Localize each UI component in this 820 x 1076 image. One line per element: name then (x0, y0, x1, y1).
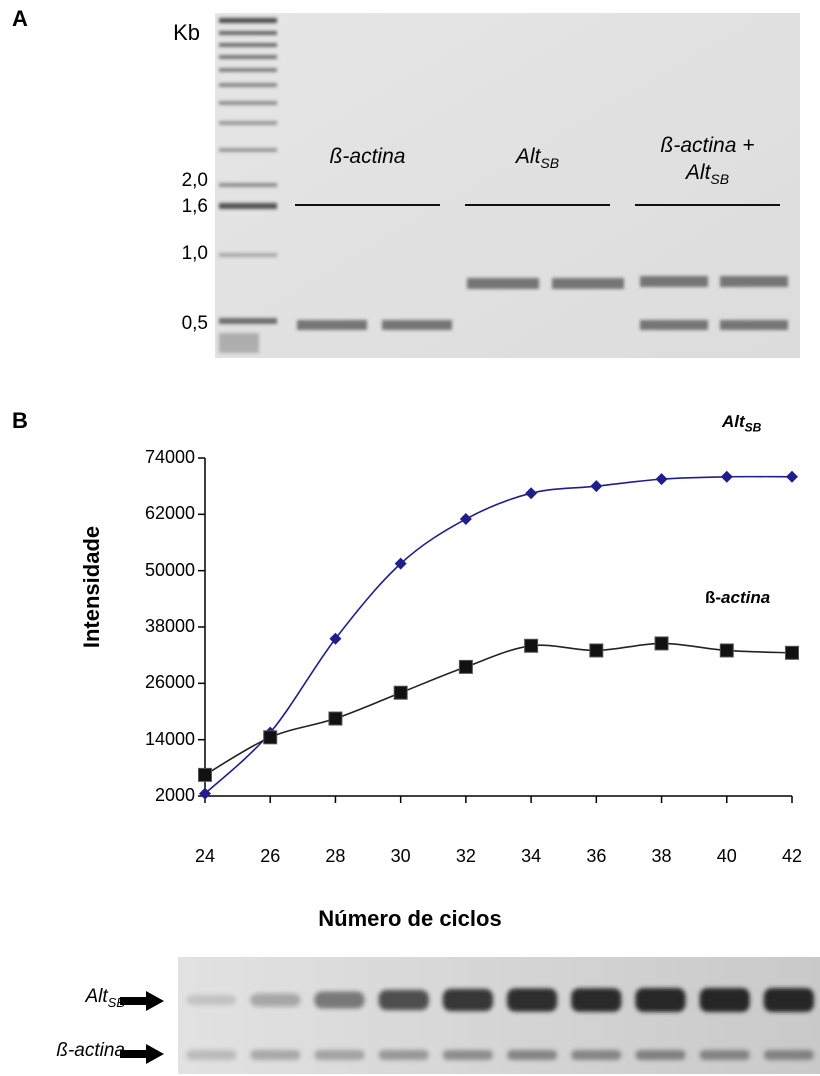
lane-label-actina: ß-actina (329, 145, 406, 168)
gel-band-actina (250, 1050, 301, 1060)
gel-band-actina (314, 1050, 365, 1060)
gel-band-alt (571, 988, 622, 1012)
data-point-alt (329, 632, 342, 645)
gel-band-alt (763, 988, 814, 1012)
series-line-alt (204, 475, 793, 795)
data-point-actina (654, 636, 669, 651)
y-tick-label: 62000 (144, 503, 195, 524)
y-tick-label: 2000 (154, 785, 195, 805)
gel-band-alt (186, 994, 237, 1006)
y-tick-label: 14000 (144, 728, 195, 749)
panel-b-label: B (12, 408, 28, 433)
gel-panel-b (178, 957, 820, 1074)
y-tick-label: 26000 (144, 672, 195, 693)
gel-band-actina (571, 1050, 622, 1060)
arrow-right-icon (120, 991, 164, 1011)
y-tick-label: 74000 (144, 447, 195, 467)
x-axis-title: Número de ciclos (318, 906, 502, 931)
x-tick-label: 30 (390, 846, 411, 866)
x-tick-label: 26 (260, 846, 281, 866)
data-point-alt (655, 473, 668, 486)
marker-0-5: 0,5 (181, 313, 208, 334)
lane-label-alt: AltSB (515, 145, 560, 172)
data-point-alt (720, 470, 733, 483)
data-point-alt (590, 480, 603, 493)
panel-a-label: A (12, 6, 28, 31)
gel-band-actina (635, 1050, 686, 1060)
gel-band-actina (186, 1050, 237, 1060)
lane-underline-3 (635, 204, 780, 206)
gel-label-actina: ß-actina (56, 1040, 125, 1061)
data-point-actina (719, 643, 734, 658)
data-point-alt (459, 513, 472, 526)
data-point-actina (589, 643, 604, 658)
x-tick-label: 42 (781, 846, 803, 866)
unit-kb: Kb (173, 20, 200, 45)
data-point-alt (199, 787, 211, 800)
x-tick-label: 34 (521, 846, 542, 866)
lane-underline-1 (295, 204, 440, 206)
data-point-actina (328, 711, 343, 726)
gel-band-actina (442, 1050, 493, 1060)
y-tick-label: 50000 (144, 559, 195, 580)
data-point-alt (525, 487, 538, 500)
marker-2-0: 2,0 (181, 170, 208, 191)
gel-panel-a (215, 13, 800, 358)
data-point-actina (524, 638, 539, 653)
x-tick-label: 40 (716, 846, 737, 866)
legend-alt: AltSB (722, 412, 762, 435)
gel-band-alt (442, 988, 493, 1012)
lane-label-combined: ß-actina + AltSB (660, 134, 755, 188)
gel-band-alt (378, 989, 429, 1011)
x-tick-label: 28 (325, 846, 346, 866)
arrow-right-icon (120, 1044, 164, 1064)
x-tick-label: 24 (194, 846, 216, 866)
gel-band-alt (699, 988, 750, 1012)
x-tick-label: 32 (455, 846, 476, 866)
gel-band-alt (507, 988, 558, 1012)
gel-band-alt (250, 993, 301, 1007)
series-line-actina (204, 642, 793, 776)
marker-1-0: 1,0 (181, 243, 208, 264)
data-point-actina (393, 685, 408, 700)
legend-actina: ß-actina (705, 588, 771, 607)
lane-underline-2 (465, 204, 610, 206)
data-point-actina (263, 730, 278, 745)
x-tick-label: 38 (651, 846, 672, 866)
line-chart (198, 457, 799, 803)
gel-label-alt: AltSB (85, 986, 125, 1010)
gel-band-actina (699, 1050, 750, 1060)
gel-band-alt (635, 988, 686, 1012)
marker-1-6: 1,6 (181, 196, 208, 217)
data-point-actina (198, 767, 212, 782)
data-point-actina (458, 659, 473, 674)
gel-band-actina (763, 1050, 814, 1060)
data-point-alt (786, 470, 798, 483)
gel-band-actina (378, 1050, 429, 1060)
data-point-actina (785, 645, 799, 660)
gel-band-actina (507, 1050, 558, 1060)
x-tick-label: 36 (586, 846, 607, 866)
gel-band-alt (314, 991, 365, 1009)
y-tick-label: 38000 (144, 616, 195, 636)
data-point-alt (394, 557, 407, 570)
